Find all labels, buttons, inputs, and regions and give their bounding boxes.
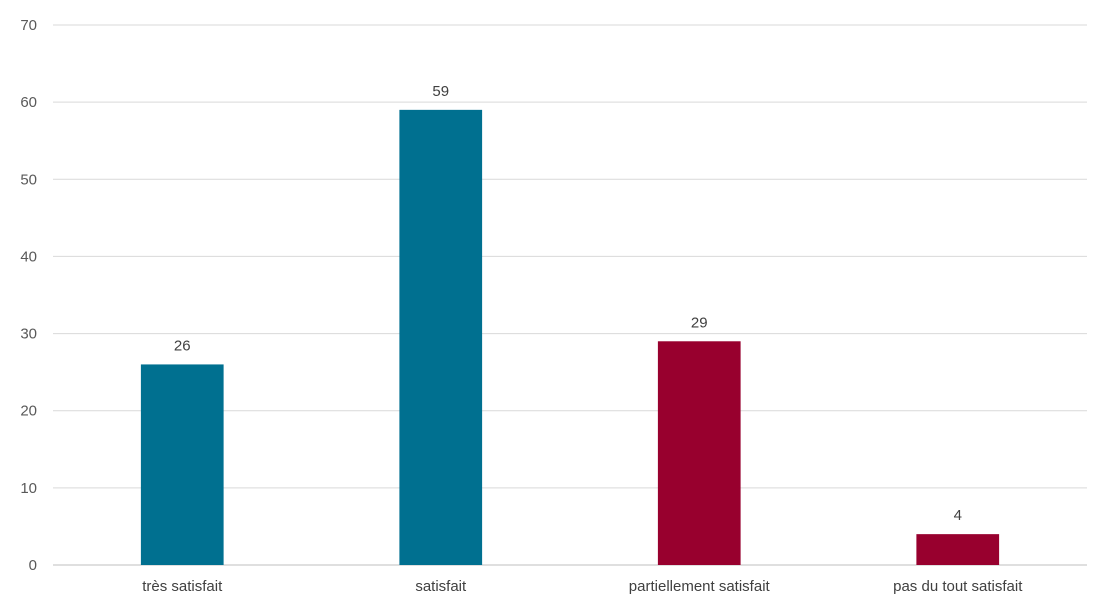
category-label: très satisfait: [142, 578, 223, 595]
data-label: 4: [954, 507, 962, 524]
category-label: pas du tout satisfait: [893, 578, 1023, 595]
bar: [916, 534, 1000, 565]
gridlines: [53, 24, 1087, 566]
y-tick-label: 60: [20, 94, 37, 111]
y-tick-label: 50: [20, 171, 37, 188]
data-labels: 26 59 29 4: [174, 83, 962, 524]
bar: [140, 364, 224, 565]
bar: [657, 341, 741, 565]
y-tick-label: 0: [29, 557, 37, 574]
y-tick-label: 30: [20, 326, 37, 343]
category-label: satisfait: [415, 578, 467, 595]
data-label: 59: [432, 83, 449, 100]
bars: [140, 109, 1000, 565]
y-tick-label: 20: [20, 403, 37, 420]
bar: [399, 109, 483, 565]
data-label: 29: [691, 314, 708, 331]
data-label: 26: [174, 337, 191, 354]
y-tick-label: 70: [20, 17, 37, 34]
category-label: partiellement satisfait: [629, 578, 771, 595]
x-axis-category-labels: très satisfait satisfait partiellement sat…: [142, 578, 1023, 595]
y-tick-label: 40: [20, 248, 37, 265]
y-tick-label: 10: [20, 480, 37, 497]
y-axis-tick-labels: 0 10 20 30 40 50 60 70: [20, 17, 37, 574]
